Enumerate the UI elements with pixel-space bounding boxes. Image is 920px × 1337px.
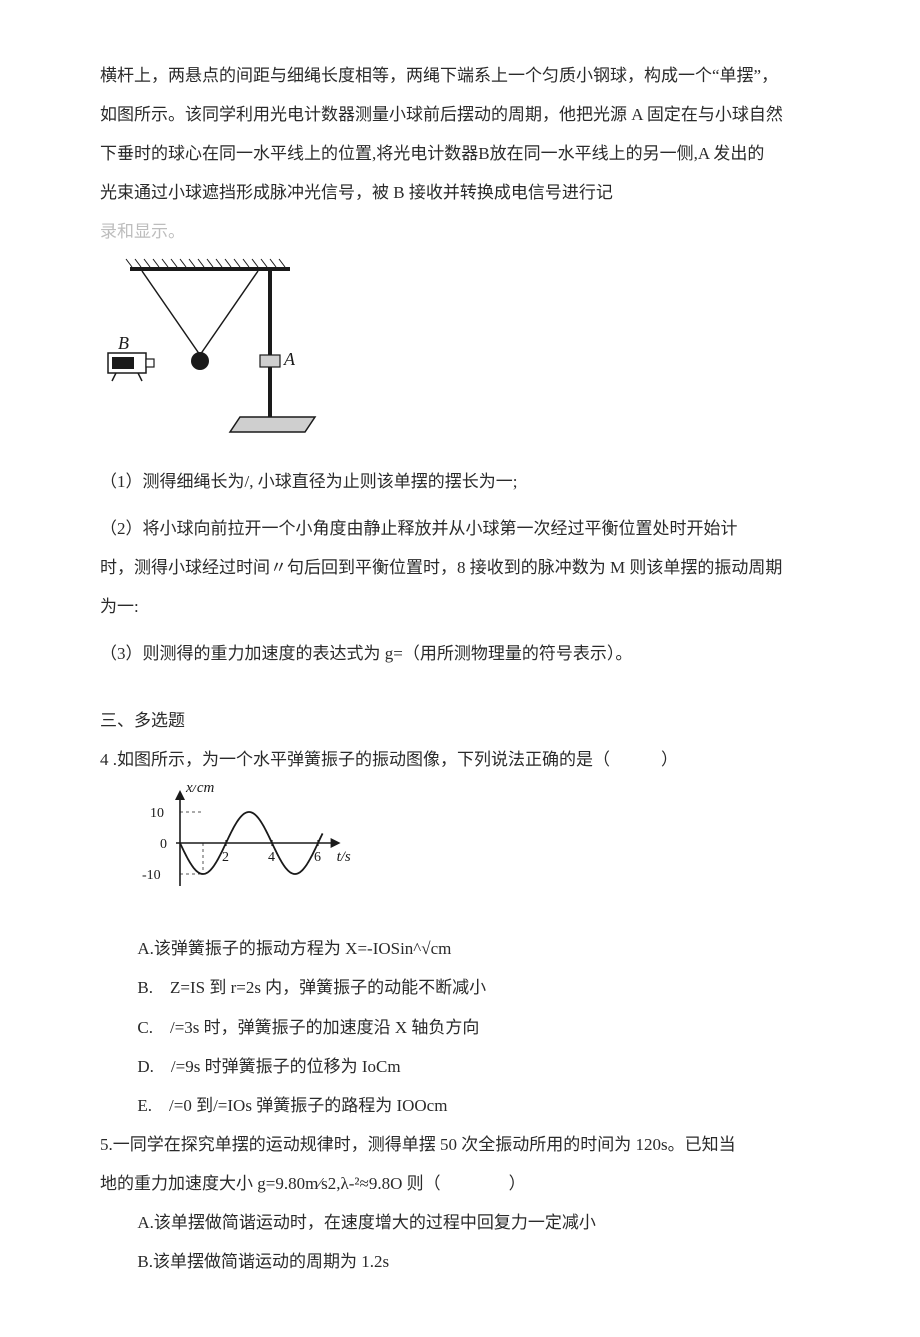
question-3: （3）则测得的重力加速度的表达式为 g=（用所测物理量的符号表示）。 bbox=[100, 634, 830, 673]
intro-line-4: 光束通过小球遮挡形成脉冲光信号，被 B 接收并转换成电信号进行记 bbox=[100, 173, 830, 212]
svg-text:B: B bbox=[118, 333, 129, 353]
question-5-option-b: B.该单摆做简谐运动的周期为 1.2s bbox=[137, 1242, 830, 1281]
intro-line-3: 下垂时的球心在同一水平线上的位置,将光电计数器B放在同一水平线上的另一侧,A 发… bbox=[100, 134, 830, 173]
oscillation-chart: x/cm t/s 10 0 -10 2 4 6 bbox=[124, 785, 830, 919]
apparatus-figure: AB bbox=[100, 257, 830, 451]
question-4-stem: 4 .如图所示，为一个水平弹簧振子的振动图像，下列说法正确的是（ ） bbox=[100, 740, 830, 779]
intro-line-2: 如图所示。该同学利用光电计数器测量小球前后摆动的周期，他把光源 A 固定在与小球… bbox=[100, 95, 830, 134]
section-3-heading: 三、多选题 bbox=[100, 701, 830, 740]
svg-text:10: 10 bbox=[150, 806, 164, 821]
question-4-option-e: E. /=0 到/=IOs 弹簧振子的路程为 IOOcm bbox=[137, 1086, 830, 1125]
question-5-option-a: A.该单摆做简谐运动时，在速度增大的过程中回复力一定减小 bbox=[137, 1203, 830, 1242]
intro-line-5: 录和显示。 bbox=[100, 212, 830, 251]
question-5-line-2: 地的重力加速度大小 g=9.80m⁄s2,λ-²≈9.8O 则（ ） bbox=[100, 1164, 830, 1203]
svg-text:4: 4 bbox=[268, 850, 275, 865]
svg-text:6: 6 bbox=[314, 850, 321, 865]
svg-text:2: 2 bbox=[222, 850, 229, 865]
question-4-option-b: B. Z=IS 到 r=2s 内，弹簧振子的动能不断减小 bbox=[137, 968, 830, 1007]
svg-text:t/s: t/s bbox=[336, 849, 350, 865]
question-1: （1）测得细绳长为/, 小球直径为止则该单摆的摆长为一; bbox=[100, 462, 830, 501]
question-4-option-a: A.该弹簧振子的振动方程为 X=-IOSin^√cm bbox=[137, 929, 830, 968]
svg-text:x/cm: x/cm bbox=[185, 785, 214, 796]
question-4-option-c: C. /=3s 时，弹簧振子的加速度沿 X 轴负方向 bbox=[137, 1008, 830, 1047]
question-2-line-1: （2）将小球向前拉开一个小角度由静止释放并从小球第一次经过平衡位置处时开始计 bbox=[100, 509, 830, 548]
question-5-line-1: 5.一同学在探究单摆的运动规律时，测得单摆 50 次全振动所用的时间为 120s… bbox=[100, 1125, 830, 1164]
intro-line-1: 横杆上，两悬点的间距与细绳长度相等，两绳下端系上一个匀质小钢球，构成一个“单摆”… bbox=[100, 56, 830, 95]
question-2-line-2: 时，测得小球经过时间〃句后回到平衡位置时，8 接收到的脉冲数为 M 则该单摆的振… bbox=[100, 548, 830, 587]
svg-text:0: 0 bbox=[160, 837, 167, 852]
svg-text:A: A bbox=[283, 349, 296, 369]
svg-text:-10: -10 bbox=[142, 868, 161, 883]
question-2-line-3: 为一: bbox=[100, 587, 830, 626]
question-4-option-d: D. /=9s 时弹簧振子的位移为 IoCm bbox=[137, 1047, 830, 1086]
